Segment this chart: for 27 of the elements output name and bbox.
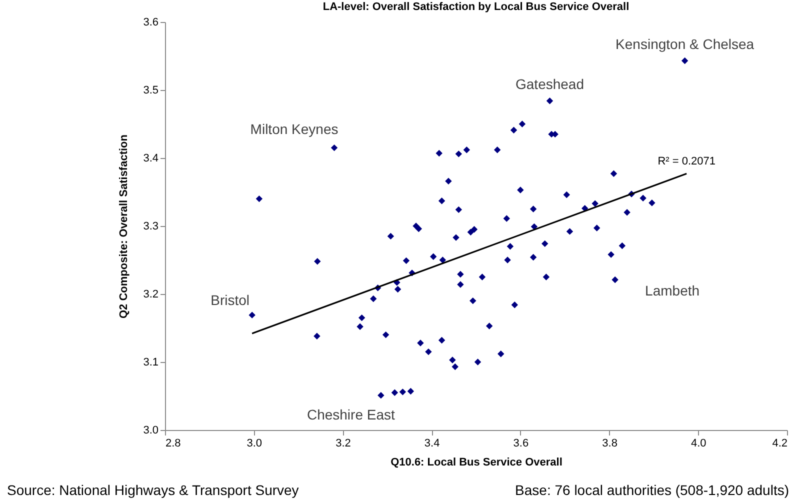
annotation: Lambeth — [645, 282, 700, 299]
x-tick-label: 3.4 — [424, 438, 440, 450]
annotation: Gateshead — [516, 76, 584, 92]
x-tick-label: 3.6 — [513, 438, 529, 450]
text: Base: 76 local authorities (508-1,920 adults) — [515, 482, 789, 498]
annotation: Bristol — [210, 292, 250, 308]
y-tick-label: 3.1 — [143, 356, 158, 368]
x-tick-label: 2.8 — [166, 438, 181, 450]
annotation: Kensington & Chelsea — [616, 36, 754, 52]
x-tick-label: 3.2 — [336, 438, 351, 450]
x-tick-label: 4.0 — [690, 438, 706, 450]
y-tick-label: 3.0 — [143, 424, 158, 436]
y-tick-label: 3.5 — [143, 84, 158, 96]
y-tick-label: 3.4 — [143, 152, 158, 164]
source-note: Source: National Highways & Transport Survey — [7, 482, 299, 498]
y-tick-label: 3.6 — [143, 16, 158, 28]
y-tick-label: 3.3 — [143, 220, 158, 232]
annotation: R² = 0.2071 — [658, 156, 716, 168]
annotation: Milton Keynes — [250, 120, 338, 137]
x-tick-label: 3.0 — [246, 438, 262, 450]
chart-title: LA-level: Overall Satisfaction by Local Bus Service Overall — [322, 1, 630, 13]
y-axis-title: Q2 Composite: Overall Satisfaction — [118, 134, 130, 318]
x-tick-label: 3.8 — [602, 438, 618, 450]
x-tick-label: 4.2 — [772, 438, 788, 450]
x-axis-title: Q10.6: Local Bus Service Overall — [390, 456, 562, 468]
annotation: Cheshire East — [306, 406, 395, 422]
y-tick-label: 3.2 — [143, 288, 158, 300]
